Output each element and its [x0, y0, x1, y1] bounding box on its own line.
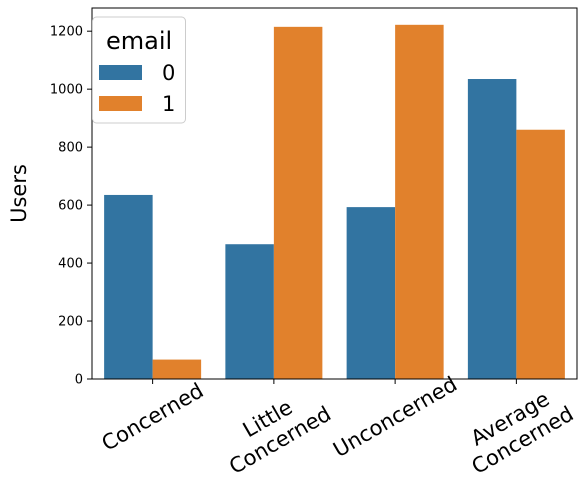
bar-series-1-concerned [152, 359, 202, 379]
bar-series-0-little-concerned [225, 244, 274, 379]
bar-series-1-little-concerned [273, 26, 323, 379]
y-tick-label: 600 [58, 199, 83, 214]
bar-series-1-unconcerned [395, 24, 444, 379]
y-axis-label: Users [7, 164, 31, 223]
legend-items: 01 [99, 61, 175, 116]
bar-series-0-concerned [104, 194, 153, 379]
bar-series-1-average-concerned [516, 129, 565, 379]
x-tick-label: Unconcerned [329, 372, 461, 462]
y-tick-label: 0 [75, 373, 83, 388]
y-tick-label: 1200 [50, 25, 83, 40]
y-tick-label: 200 [58, 315, 83, 330]
x-tick-label: AverageConcerned [455, 380, 577, 479]
legend-swatch [99, 65, 142, 80]
legend-swatch [99, 96, 142, 111]
y-axis: 0 200 400 600 800 1000 1200 [50, 25, 92, 388]
legend-title: email [106, 27, 172, 55]
x-tick-label: Concerned [98, 378, 208, 455]
legend: email 01 [92, 16, 186, 124]
legend-label: 1 [162, 92, 175, 116]
plot-area-frame [91, 7, 578, 380]
x-tick-label: LittleConcerned [213, 380, 335, 479]
y-tick-label: 800 [58, 141, 83, 156]
bar-series-0-unconcerned [346, 207, 396, 379]
y-tick-label: 400 [58, 257, 83, 272]
bar-series-0-average-concerned [467, 79, 517, 379]
bars-layer [104, 24, 565, 379]
y-tick-label: 1000 [50, 83, 83, 98]
legend-label: 0 [162, 61, 175, 85]
